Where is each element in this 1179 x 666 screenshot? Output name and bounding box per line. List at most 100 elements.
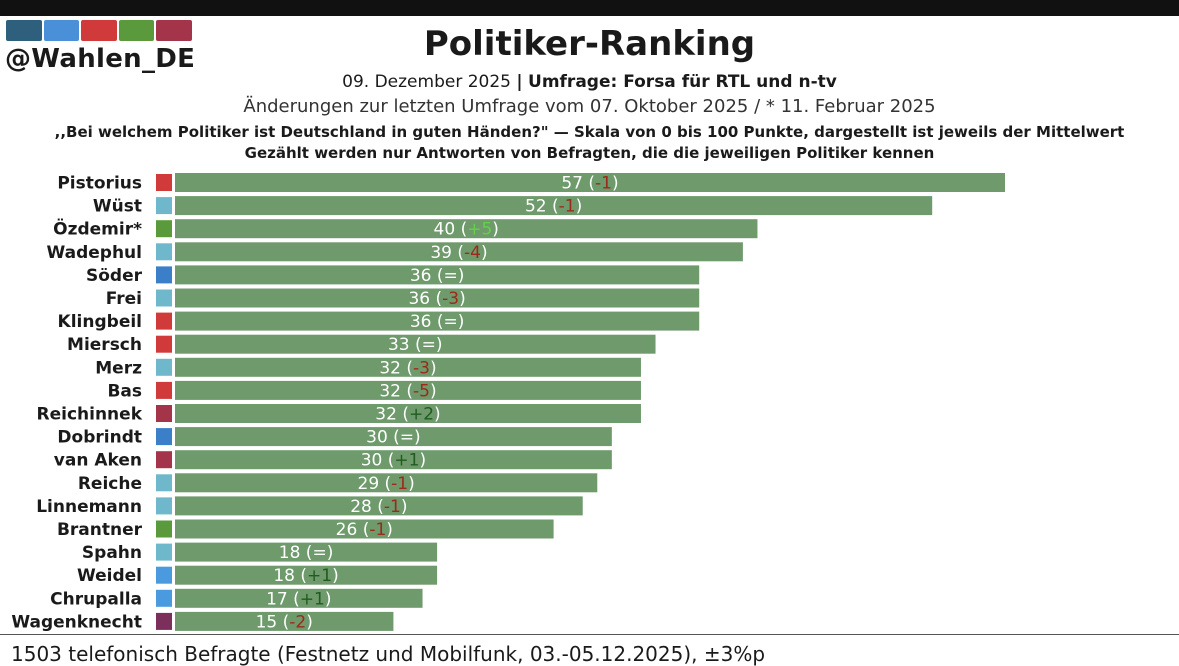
party-swatch <box>156 358 172 376</box>
party-swatch <box>156 266 172 284</box>
party-swatch <box>156 497 172 515</box>
party-swatch <box>156 589 172 607</box>
changes-note: Änderungen zur letzten Umfrage vom 07. O… <box>243 96 936 117</box>
value-label: 33 ( <box>388 335 422 355</box>
party-swatch <box>156 220 172 238</box>
data-label: 17 (+1) <box>266 589 331 609</box>
bar <box>175 242 743 262</box>
value-label: 18 ( <box>279 543 313 563</box>
category-label: Dobrindt <box>57 428 142 448</box>
value-label: 17 ( <box>266 589 300 609</box>
data-label: 40 (+5) <box>434 220 499 240</box>
value-label: 32 ( <box>375 405 409 425</box>
bar <box>175 496 583 516</box>
footer-text: 1503 telefonisch Befragte (Festnetz und … <box>11 642 766 666</box>
change-label: +1 <box>300 589 325 609</box>
party-swatch <box>156 428 172 446</box>
change-label: = <box>400 428 414 448</box>
value-label: 30 ( <box>361 451 395 471</box>
change-label-close: ) <box>401 497 408 517</box>
party-swatch <box>156 612 172 630</box>
value-label: 57 ( <box>561 174 595 194</box>
change-label: +1 <box>394 451 419 471</box>
bar <box>175 265 700 285</box>
category-label: Söder <box>86 266 143 286</box>
data-label: 32 (-3) <box>379 358 436 378</box>
change-label-close: ) <box>327 543 334 563</box>
data-label: 36 (=) <box>410 312 465 332</box>
bar <box>175 357 641 377</box>
category-label: Spahn <box>82 543 142 563</box>
change-label: -3 <box>442 289 459 309</box>
change-label-close: ) <box>436 335 443 355</box>
data-label: 30 (=) <box>366 428 421 448</box>
bar <box>175 196 933 216</box>
change-label: -3 <box>413 358 430 378</box>
value-label: 29 ( <box>358 474 392 494</box>
value-label: 36 ( <box>408 289 442 309</box>
data-label: 57 (-1) <box>561 174 618 194</box>
value-label: 32 ( <box>379 358 413 378</box>
party-swatch <box>156 405 172 422</box>
change-label: +2 <box>409 405 434 425</box>
change-label-close: ) <box>414 428 421 448</box>
change-label-close: ) <box>430 358 437 378</box>
value-label: 36 ( <box>410 266 444 286</box>
logo-color-4 <box>118 20 155 41</box>
value-label: 30 ( <box>366 428 400 448</box>
change-label-close: ) <box>576 197 583 217</box>
value-label: 28 ( <box>350 497 384 517</box>
data-label: 52 (-1) <box>525 197 582 217</box>
change-label-close: ) <box>459 289 466 309</box>
change-label: -1 <box>391 474 408 494</box>
bar <box>175 427 612 447</box>
bar <box>175 473 598 493</box>
chart-title: Politiker-Ranking <box>423 24 756 64</box>
change-label-close: ) <box>434 405 441 425</box>
change-label-close: ) <box>481 243 488 263</box>
bar <box>175 219 758 239</box>
data-label: 30 (+1) <box>361 451 426 471</box>
data-label: 15 (-2) <box>256 612 313 632</box>
category-label: Bas <box>107 381 142 401</box>
bar <box>175 311 700 331</box>
bar <box>175 380 641 400</box>
category-label: Brantner <box>57 520 143 540</box>
data-label: 32 (+2) <box>375 405 440 425</box>
value-label: 26 ( <box>336 520 370 540</box>
change-label: -1 <box>369 520 386 540</box>
category-label: Reichinnek <box>37 405 143 425</box>
data-label: 18 (=) <box>279 543 334 563</box>
handle: @Wahlen_DE <box>5 44 196 74</box>
logo <box>6 20 192 41</box>
change-label-close: ) <box>458 266 465 286</box>
party-swatch <box>156 312 172 330</box>
poll-source: Umfrage: Forsa für RTL und n-tv <box>528 72 837 92</box>
change-label: -1 <box>595 174 612 194</box>
bar <box>175 450 612 470</box>
value-label: 52 ( <box>525 197 559 217</box>
change-label-close: ) <box>419 451 426 471</box>
value-label: 32 ( <box>379 381 413 401</box>
category-label: Weidel <box>77 566 142 586</box>
footer-divider <box>0 634 1179 635</box>
change-label: = <box>312 543 326 563</box>
logo-color-1 <box>6 20 42 41</box>
poll-date: 09. Dezember 2025 <box>342 72 511 92</box>
party-swatch <box>156 335 172 353</box>
category-label: Klingbeil <box>58 312 142 332</box>
bar <box>175 173 1005 192</box>
change-label-close: ) <box>325 589 332 609</box>
category-label: Merz <box>95 358 142 378</box>
change-label: -1 <box>384 497 401 517</box>
change-label: -2 <box>289 612 306 632</box>
party-swatch <box>156 243 172 261</box>
category-label: Miersch <box>67 335 142 355</box>
value-label: 36 ( <box>410 312 444 332</box>
question-text: ,,Bei welchem Politiker ist Deutschland … <box>54 123 1125 141</box>
data-label: 36 (=) <box>410 266 465 286</box>
category-label: Wadephul <box>46 243 142 263</box>
bar <box>175 588 423 608</box>
data-label: 32 (-5) <box>379 381 436 401</box>
